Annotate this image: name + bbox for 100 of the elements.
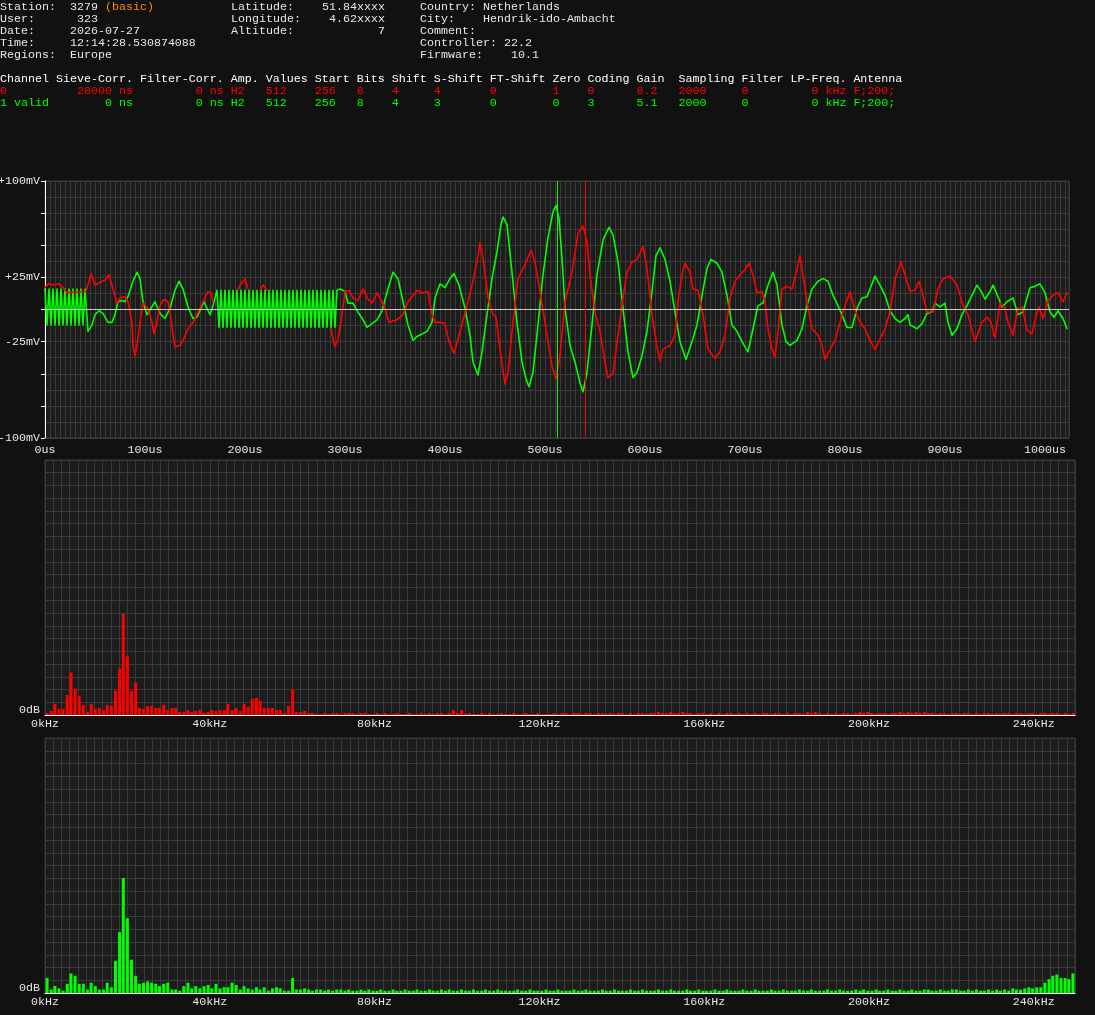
bar (697, 989, 701, 993)
bar (407, 712, 411, 715)
bar (359, 989, 363, 993)
bar (455, 712, 459, 715)
text: Date: 2026-07-27 (0, 24, 140, 38)
bar (158, 707, 162, 715)
bar (922, 989, 926, 993)
bar (471, 989, 475, 993)
x-tick-label: 600us (627, 443, 663, 457)
bar (1003, 712, 1007, 715)
bar (391, 989, 395, 993)
bar (190, 711, 194, 715)
bar (499, 712, 504, 715)
bar (182, 986, 186, 993)
bar (665, 712, 669, 715)
bar (73, 688, 77, 715)
bar (73, 975, 77, 993)
bar (162, 983, 166, 993)
text: City: Hendrik-ido-Ambacht (420, 12, 616, 26)
bar (194, 710, 198, 715)
bar (343, 712, 347, 715)
bar (439, 989, 443, 993)
bar (725, 712, 729, 715)
bar (797, 712, 801, 715)
bar (141, 708, 145, 715)
x-tick-label: 40kHz (192, 995, 228, 1009)
bar (628, 989, 632, 993)
bar (146, 981, 150, 993)
bar (379, 989, 383, 993)
x-tick-label: 1000us (1024, 443, 1066, 457)
x-tick-label: 240kHz (1012, 995, 1055, 1009)
bar (242, 703, 246, 715)
bar (186, 982, 190, 993)
bar (966, 712, 970, 715)
bar (121, 878, 125, 993)
bar (524, 712, 528, 715)
text: 1 valid 0 ns 0 ns H2 512 256 8 4 3 0 0 3 5.1 2000 0 0 kHz F;200; (0, 96, 896, 110)
bar (89, 703, 93, 715)
bar (174, 707, 178, 715)
text: Longitude: 4.62xxxx (231, 12, 385, 26)
bar (922, 711, 926, 715)
bar (194, 986, 198, 993)
bar (870, 712, 874, 715)
text: (basic) (105, 0, 154, 14)
bar (596, 712, 600, 715)
x-tick-label: 500us (527, 443, 563, 457)
x-tick-label: 120kHz (518, 717, 561, 731)
bar (460, 989, 464, 993)
bar (174, 989, 178, 993)
bar (447, 989, 451, 993)
bar (270, 707, 274, 715)
bar (218, 988, 222, 993)
bar (753, 712, 757, 715)
bar (874, 989, 878, 993)
y-tick-label: -100mV (0, 431, 40, 445)
bar (1023, 988, 1027, 993)
bar (669, 711, 673, 715)
bar (612, 989, 616, 993)
bar (1027, 712, 1031, 715)
bar (673, 712, 677, 715)
bar (1071, 973, 1075, 993)
bar (1019, 989, 1023, 993)
bar (186, 709, 190, 715)
x-tick-label: 100us (127, 443, 163, 457)
bar (1063, 978, 1067, 993)
bar (926, 712, 930, 715)
bar (685, 989, 689, 993)
bar (938, 712, 942, 715)
bar (89, 982, 93, 993)
bar (415, 989, 419, 993)
bar (250, 698, 254, 715)
bar (576, 712, 580, 715)
bar (709, 712, 713, 715)
y-tick-label: +25mV (5, 270, 40, 285)
bar (846, 712, 850, 715)
text: 0dB (19, 981, 40, 995)
bar (652, 712, 656, 715)
bar (375, 712, 379, 715)
bar (669, 989, 673, 993)
x-tick-label: 120kHz (518, 995, 561, 1009)
bar (238, 989, 242, 993)
bar (854, 712, 858, 715)
bar (134, 682, 138, 715)
text: Comment: (420, 24, 476, 38)
bar (275, 709, 279, 715)
bar (307, 712, 311, 715)
bar (862, 989, 866, 993)
bar (154, 983, 158, 993)
bar (950, 712, 954, 715)
bar (528, 989, 532, 993)
bar (1051, 975, 1055, 993)
bar (451, 709, 455, 715)
x-tick-label: 200us (227, 443, 263, 457)
bar (1019, 712, 1023, 715)
bar (310, 712, 314, 715)
text: Controller: 22.2 (420, 36, 532, 50)
bar (681, 711, 685, 715)
bar (616, 712, 621, 715)
y-tick-label: -25mV (5, 334, 40, 349)
bar (202, 712, 206, 715)
